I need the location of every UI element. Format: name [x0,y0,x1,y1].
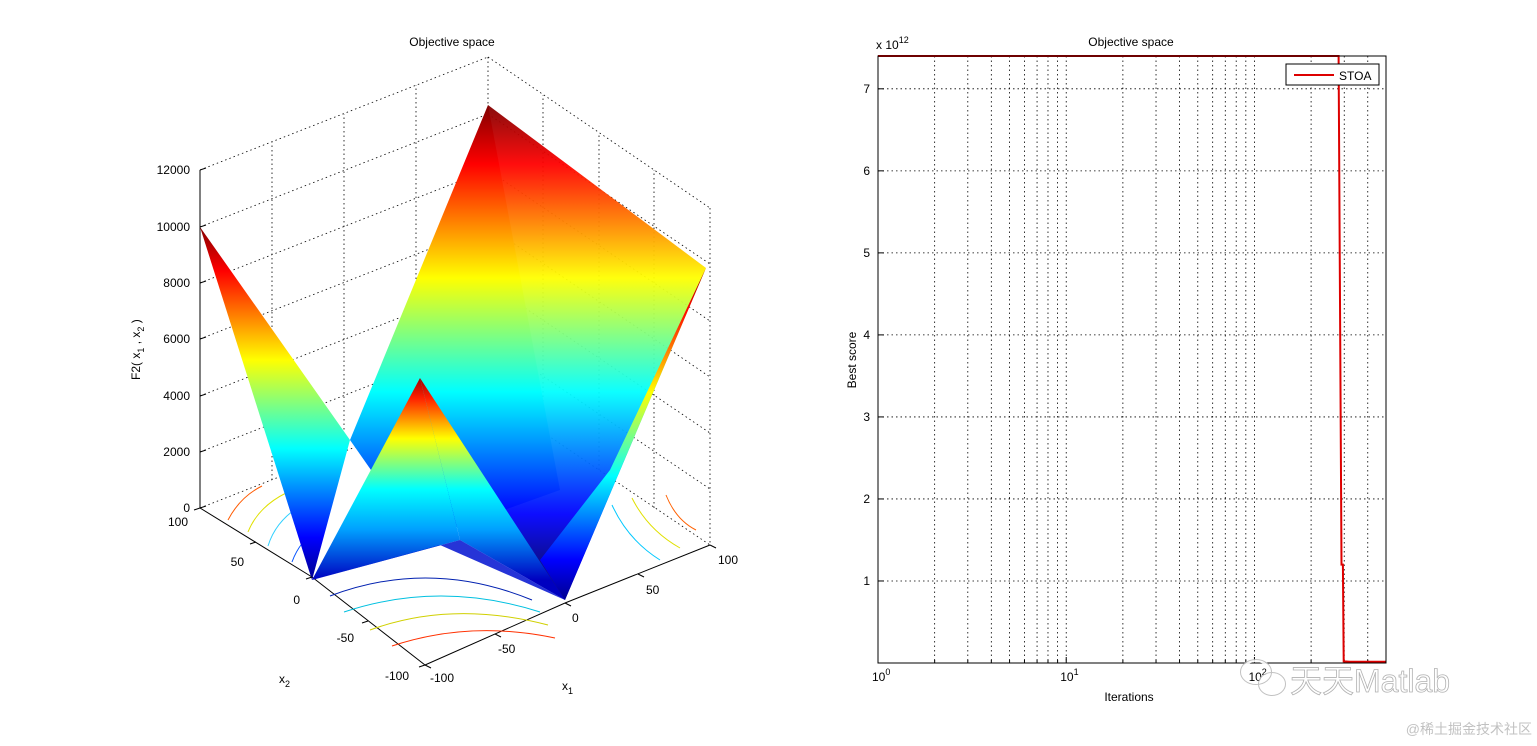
x2-tick-label: -50 [337,631,355,645]
surface-face-back-left [200,227,350,580]
surface-face-right [540,268,706,600]
series-line-stoa [878,55,1386,663]
z-tick-label: 10000 [157,220,191,234]
x2-tick-label: -100 [385,669,409,683]
x-tick-label: 100 [872,667,890,684]
convergence-title: Objective space [1088,35,1174,49]
z-tick-label: 12000 [157,163,191,177]
surface-mesh [200,105,706,600]
x2-tick-label: 100 [168,515,188,529]
y-tick-label: 6 [863,164,870,178]
x1-tick-label: 100 [718,553,738,567]
y-tick-label: 1 [863,574,870,588]
x1-tick-label: -100 [430,671,454,685]
surface-title: Objective space [409,35,495,49]
y-exponent-label: x 1012 [876,35,909,52]
x1-tick-label: 0 [572,611,579,625]
convergence-axes-frame [877,55,1387,664]
z-tick-label: 4000 [163,389,190,403]
z-tick-label: 0 [183,501,190,515]
y-tick-label: 3 [863,410,870,424]
surface-face-front-left [312,378,460,580]
convergence-ylabel: Best score [845,331,859,388]
surface-plot: Objective space [129,35,738,696]
z-tick-label: 6000 [163,332,190,346]
y-tick-label: 4 [863,328,870,342]
z-axis-label: F2( x1 , x2 ) [129,319,146,380]
wechat-icon-outline [1240,659,1286,696]
x2-axis-ticks [193,507,426,668]
x2-axis-label: x2 [279,672,290,689]
convergence-grid [877,56,1387,663]
watermark-text: 天天Matlab [1290,663,1450,699]
x2-tick-label: 0 [293,593,300,607]
y-tick-label: 5 [863,246,870,260]
surface-face-back-right [480,105,706,600]
x2-tick-labels: 100 50 0 -50 -100 [168,515,409,683]
convergence-series [878,55,1386,663]
x1-axis-ticks [424,544,717,669]
x1-tick-label: -50 [498,642,516,656]
y-tick-label: 2 [863,492,870,506]
watermark-footer: @稀土掘金技术社区 [1406,721,1532,737]
surface-face-front-right [420,378,565,600]
convergence-xlabel: Iterations [1104,690,1153,704]
z-tick-label: 2000 [163,445,190,459]
legend: STOA [1285,63,1380,86]
legend-label-stoa: STOA [1339,69,1371,83]
x-tick-label: 101 [1060,667,1078,684]
z-tick-label: 8000 [163,276,190,290]
z-tick-labels: 0 2000 4000 6000 8000 10000 12000 [157,163,191,515]
y-tick-label: 7 [863,82,870,96]
x2-tick-label: 50 [231,555,245,569]
x1-tick-labels: -100 -50 0 50 100 [430,553,738,685]
x1-axis-label: x1 [562,679,573,696]
z-axis [199,167,207,509]
x1-tick-label: 50 [646,583,660,597]
watermark: 天天Matlab @稀土掘金技术社区 [1240,659,1532,737]
